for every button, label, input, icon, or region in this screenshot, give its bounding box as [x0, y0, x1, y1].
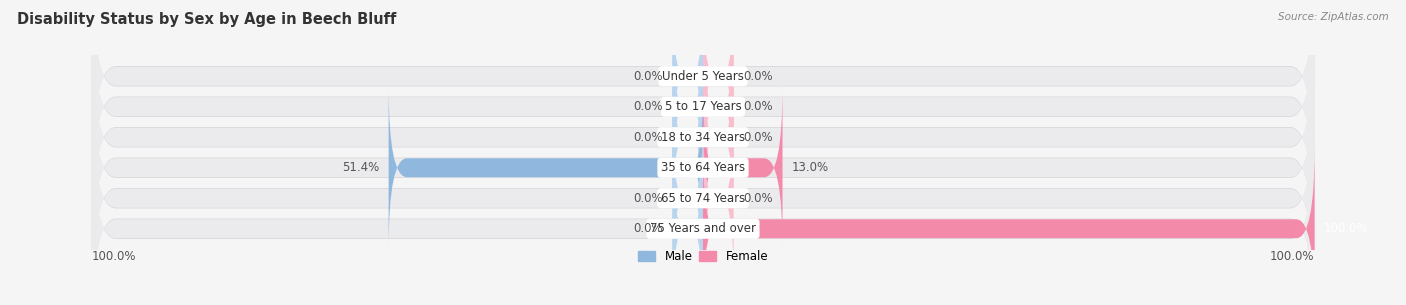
FancyBboxPatch shape: [91, 25, 1315, 249]
FancyBboxPatch shape: [703, 25, 734, 189]
Text: 0.0%: 0.0%: [634, 222, 664, 235]
FancyBboxPatch shape: [91, 56, 1315, 279]
Text: 75 Years and over: 75 Years and over: [650, 222, 756, 235]
FancyBboxPatch shape: [672, 25, 703, 189]
Text: 13.0%: 13.0%: [792, 161, 828, 174]
Text: 0.0%: 0.0%: [742, 100, 772, 113]
Legend: Male, Female: Male, Female: [633, 245, 773, 267]
Text: 0.0%: 0.0%: [742, 70, 772, 83]
FancyBboxPatch shape: [91, 0, 1315, 189]
FancyBboxPatch shape: [672, 0, 703, 158]
FancyBboxPatch shape: [703, 147, 1315, 305]
Text: 0.0%: 0.0%: [742, 192, 772, 205]
Text: 18 to 34 Years: 18 to 34 Years: [661, 131, 745, 144]
Text: Disability Status by Sex by Age in Beech Bluff: Disability Status by Sex by Age in Beech…: [17, 12, 396, 27]
FancyBboxPatch shape: [91, 0, 1315, 218]
FancyBboxPatch shape: [91, 25, 1315, 250]
Text: 0.0%: 0.0%: [634, 70, 664, 83]
FancyBboxPatch shape: [91, 116, 1315, 305]
Text: 100.0%: 100.0%: [91, 250, 136, 263]
Text: 100.0%: 100.0%: [1270, 250, 1315, 263]
FancyBboxPatch shape: [703, 116, 734, 280]
FancyBboxPatch shape: [91, 117, 1315, 305]
Text: 0.0%: 0.0%: [634, 100, 664, 113]
FancyBboxPatch shape: [672, 116, 703, 280]
Text: Source: ZipAtlas.com: Source: ZipAtlas.com: [1278, 12, 1389, 22]
Text: Under 5 Years: Under 5 Years: [662, 70, 744, 83]
FancyBboxPatch shape: [672, 55, 703, 219]
Text: 51.4%: 51.4%: [342, 161, 380, 174]
Text: 35 to 64 Years: 35 to 64 Years: [661, 161, 745, 174]
FancyBboxPatch shape: [91, 55, 1315, 280]
FancyBboxPatch shape: [91, 86, 1315, 305]
Text: 5 to 17 Years: 5 to 17 Years: [665, 100, 741, 113]
Text: 0.0%: 0.0%: [742, 131, 772, 144]
FancyBboxPatch shape: [91, 86, 1315, 305]
FancyBboxPatch shape: [703, 0, 734, 158]
FancyBboxPatch shape: [703, 55, 734, 219]
Text: 0.0%: 0.0%: [634, 192, 664, 205]
FancyBboxPatch shape: [672, 147, 703, 305]
FancyBboxPatch shape: [703, 86, 783, 250]
Text: 65 to 74 Years: 65 to 74 Years: [661, 192, 745, 205]
Text: 100.0%: 100.0%: [1324, 222, 1368, 235]
FancyBboxPatch shape: [91, 0, 1315, 219]
FancyBboxPatch shape: [388, 86, 703, 250]
FancyBboxPatch shape: [91, 0, 1315, 188]
Text: 0.0%: 0.0%: [634, 131, 664, 144]
